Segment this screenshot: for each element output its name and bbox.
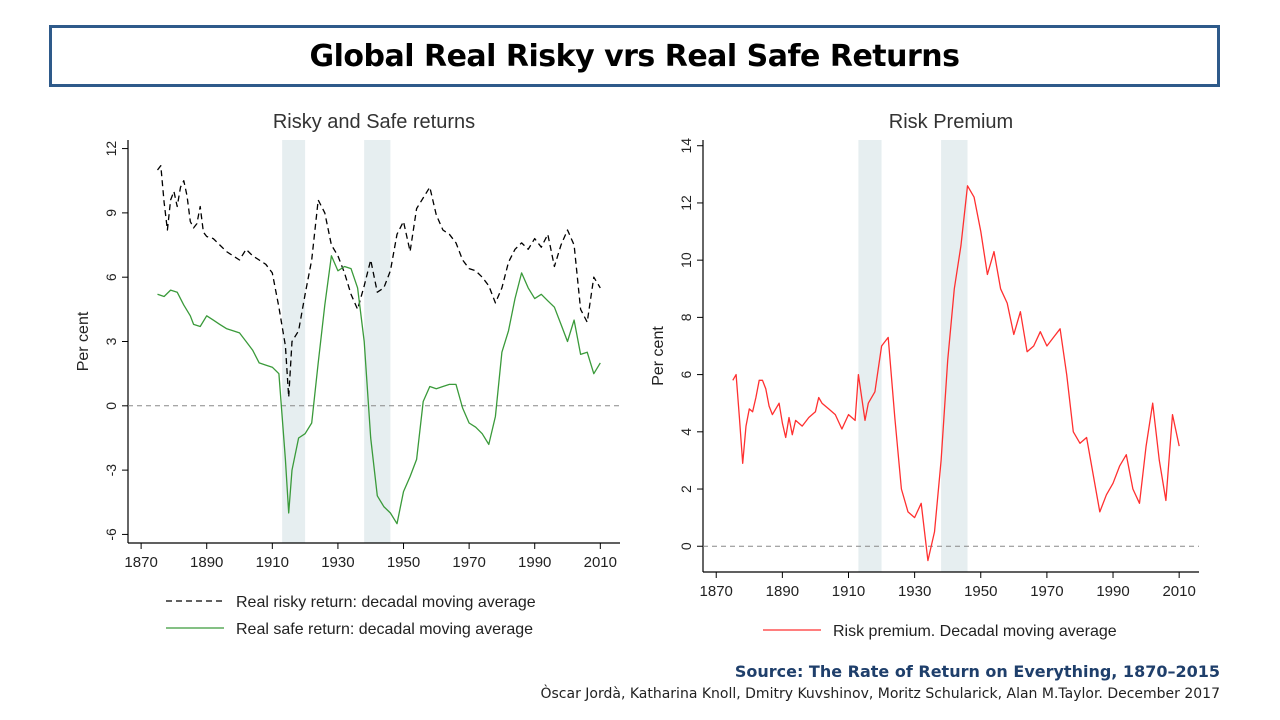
x-tick-label: 1890 [190,554,223,571]
source-authors: Òscar Jordà, Katharina Knoll, Dmitry Kuv… [540,686,1220,702]
y-tick-label: 14 [678,138,694,154]
x-tick-label: 1910 [832,583,865,600]
x-tick-label: 1870 [700,583,733,600]
legend-label-1: Real risky return: decadal moving averag… [236,594,536,611]
y-axis-label: Per cent [75,311,92,371]
y-tick-label: 12 [678,195,694,211]
x-tick-label: 1950 [387,554,420,571]
y-axis-label: Per cent [650,326,667,386]
x-tick-label: 1930 [321,554,354,571]
war-period-shading-2 [941,140,968,572]
x-tick-label: 2010 [584,554,617,571]
x-tick-label: 1890 [766,583,799,600]
x-tick-label: 1990 [1096,583,1129,600]
legend-label-2: Real safe return: decadal moving average [236,621,533,638]
y-tick-label: 3 [103,337,119,345]
war-period-shading-2 [364,140,391,543]
source-citation: Source: The Rate of Return on Everything… [734,662,1220,681]
y-tick-label: 0 [678,542,694,550]
y-tick-label: 9 [103,209,119,217]
series-line-2 [157,255,601,525]
x-tick-label: 1950 [964,583,997,600]
y-tick-label: 10 [678,252,694,268]
title-box: Global Real Risky vrs Real Safe Returns [49,25,1220,87]
x-tick-label: 1910 [256,554,289,571]
y-tick-label: 0 [103,402,119,410]
chart-title: Risky and Safe returns [273,111,475,133]
x-tick-label: 1970 [452,554,485,571]
legend-label-1: Risk premium. Decadal moving average [833,623,1117,640]
y-tick-label: 8 [678,313,694,321]
x-tick-label: 1870 [124,554,157,571]
y-tick-label: 2 [678,485,694,493]
series-line-1 [156,165,601,398]
y-tick-label: 6 [678,370,694,378]
page-title: Global Real Risky vrs Real Safe Returns [309,38,961,74]
risky-safe-returns-chart: Risky and Safe returns -6 -3 0 3 6 9 12 1870 1890… [75,111,620,638]
x-tick-label: 1930 [898,583,931,600]
war-period-shading-1 [858,140,882,572]
y-tick-label: -6 [103,528,119,541]
war-period-shading-1 [282,140,306,543]
y-tick-label: 6 [103,273,119,281]
chart-title: Risk Premium [889,111,1013,133]
y-tick-label: 4 [678,428,694,436]
x-tick-label: 1990 [518,554,551,571]
series-line-1 [732,185,1180,562]
risk-premium-chart: Risk Premium 0 2 4 6 8 10 12 14 1870 1890 1910 1930 1… [650,111,1199,640]
y-tick-label: 12 [103,141,119,157]
x-tick-label: 2010 [1162,583,1195,600]
x-tick-label: 1970 [1030,583,1063,600]
y-tick-label: -3 [103,464,119,477]
